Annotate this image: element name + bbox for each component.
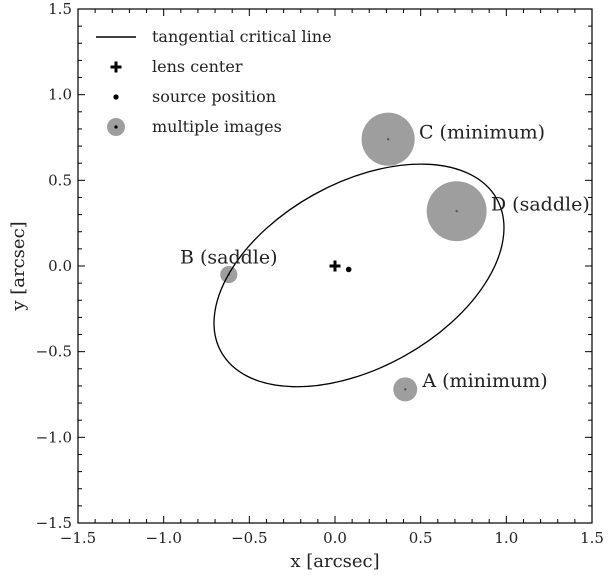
plot-frame — [77, 8, 593, 524]
y-tick-label: 1.5 — [48, 0, 72, 18]
legend: tangential critical line lens center sourc… — [96, 27, 332, 136]
x-tick-label: 1.0 — [494, 529, 518, 547]
image-center-dot — [455, 209, 458, 213]
image-center-dot — [386, 138, 390, 141]
x-tick-label: −1.0 — [145, 529, 181, 547]
legend-circle-dot — [114, 125, 118, 129]
x-axis-label: x [arcsec] — [290, 551, 379, 572]
x-tick-label: −1.5 — [60, 529, 96, 547]
legend-label: tangential critical line — [152, 27, 332, 46]
y-tick-label: 1.0 — [48, 86, 72, 104]
source-position-marker — [345, 266, 352, 273]
legend-plus-swatch — [110, 61, 122, 73]
legend-label: multiple images — [152, 117, 282, 136]
legend-dot-swatch — [113, 94, 119, 100]
y-tick-label: 0.5 — [48, 171, 72, 189]
image-center-dot — [404, 388, 407, 391]
x-tick-label: 1.5 — [580, 529, 604, 547]
plot-content: A (minimum) B (saddle) C (minimum) D (saddl… — [180, 112, 590, 402]
image-label: A (minimum) — [421, 370, 547, 392]
y-tick-label: 0.0 — [48, 257, 72, 275]
x-tick-label: 0.5 — [409, 529, 433, 547]
y-tick-label: −1.5 — [36, 514, 72, 532]
y-axis-label: y [arcsec] — [8, 221, 29, 311]
legend-label: source position — [152, 87, 276, 106]
image-label: B (saddle) — [180, 246, 278, 268]
image-label: C (minimum) — [419, 121, 545, 143]
legend-label: lens center — [152, 57, 243, 76]
y-tick-label: −1.0 — [36, 428, 72, 446]
y-tick-label: −0.5 — [36, 343, 72, 361]
image-label: D (saddle) — [491, 193, 590, 215]
critical-line — [213, 163, 505, 388]
lens-center-marker — [329, 260, 341, 272]
x-tick-label: −0.5 — [231, 529, 267, 547]
x-tick-label: 0.0 — [323, 529, 347, 547]
tick-labels: −1.5 −1.0 −0.5 0.0 0.5 1.0 1.5 −1.5 −1.0 −0.5 0.0 0… — [36, 0, 604, 547]
